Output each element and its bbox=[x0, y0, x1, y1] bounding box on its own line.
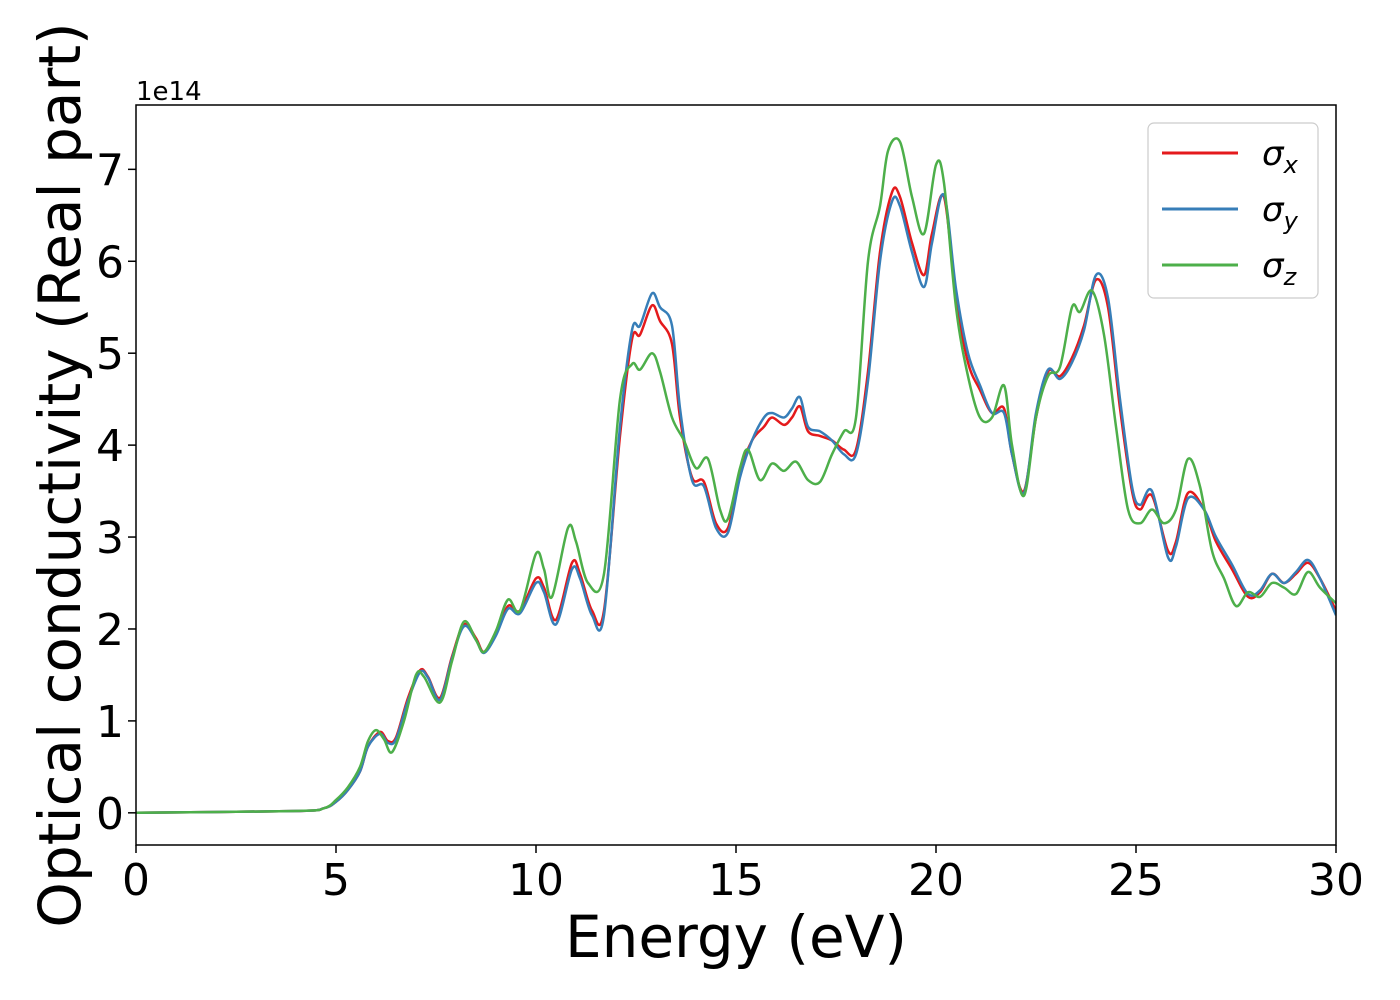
x-tick-label: 10 bbox=[508, 855, 564, 906]
y-tick-label: 3 bbox=[96, 513, 124, 564]
x-axis-title: Energy (eV) bbox=[565, 903, 907, 971]
x-axis-ticks: 0 5 10 15 20 25 30 bbox=[122, 845, 1364, 906]
x-tick-label: 30 bbox=[1308, 855, 1364, 906]
series-line-z bbox=[136, 137, 1336, 815]
y-tick-label: 0 bbox=[96, 789, 124, 840]
x-tick-label: 5 bbox=[322, 855, 350, 906]
x-tick-label: 0 bbox=[122, 855, 150, 906]
y-tick-label: 4 bbox=[96, 421, 124, 472]
x-tick-label: 20 bbox=[908, 855, 964, 906]
series-line-x bbox=[136, 186, 1336, 815]
y-tick-label: 6 bbox=[96, 237, 124, 288]
series-line-y bbox=[136, 192, 1336, 815]
x-tick-label: 25 bbox=[1108, 855, 1164, 906]
y-tick-label: 2 bbox=[96, 605, 124, 656]
series-layer bbox=[136, 137, 1336, 815]
y-tick-label: 1 bbox=[96, 697, 124, 748]
y-axis-ticks: 0 1 2 3 4 5 6 7 bbox=[96, 145, 136, 840]
y-tick-label: 5 bbox=[96, 329, 124, 380]
y-offset-label: 1e14 bbox=[136, 77, 202, 107]
y-axis-title: Optical conductivity (Real part) bbox=[26, 22, 94, 927]
y-tick-label: 7 bbox=[96, 145, 124, 196]
x-tick-label: 15 bbox=[708, 855, 764, 906]
